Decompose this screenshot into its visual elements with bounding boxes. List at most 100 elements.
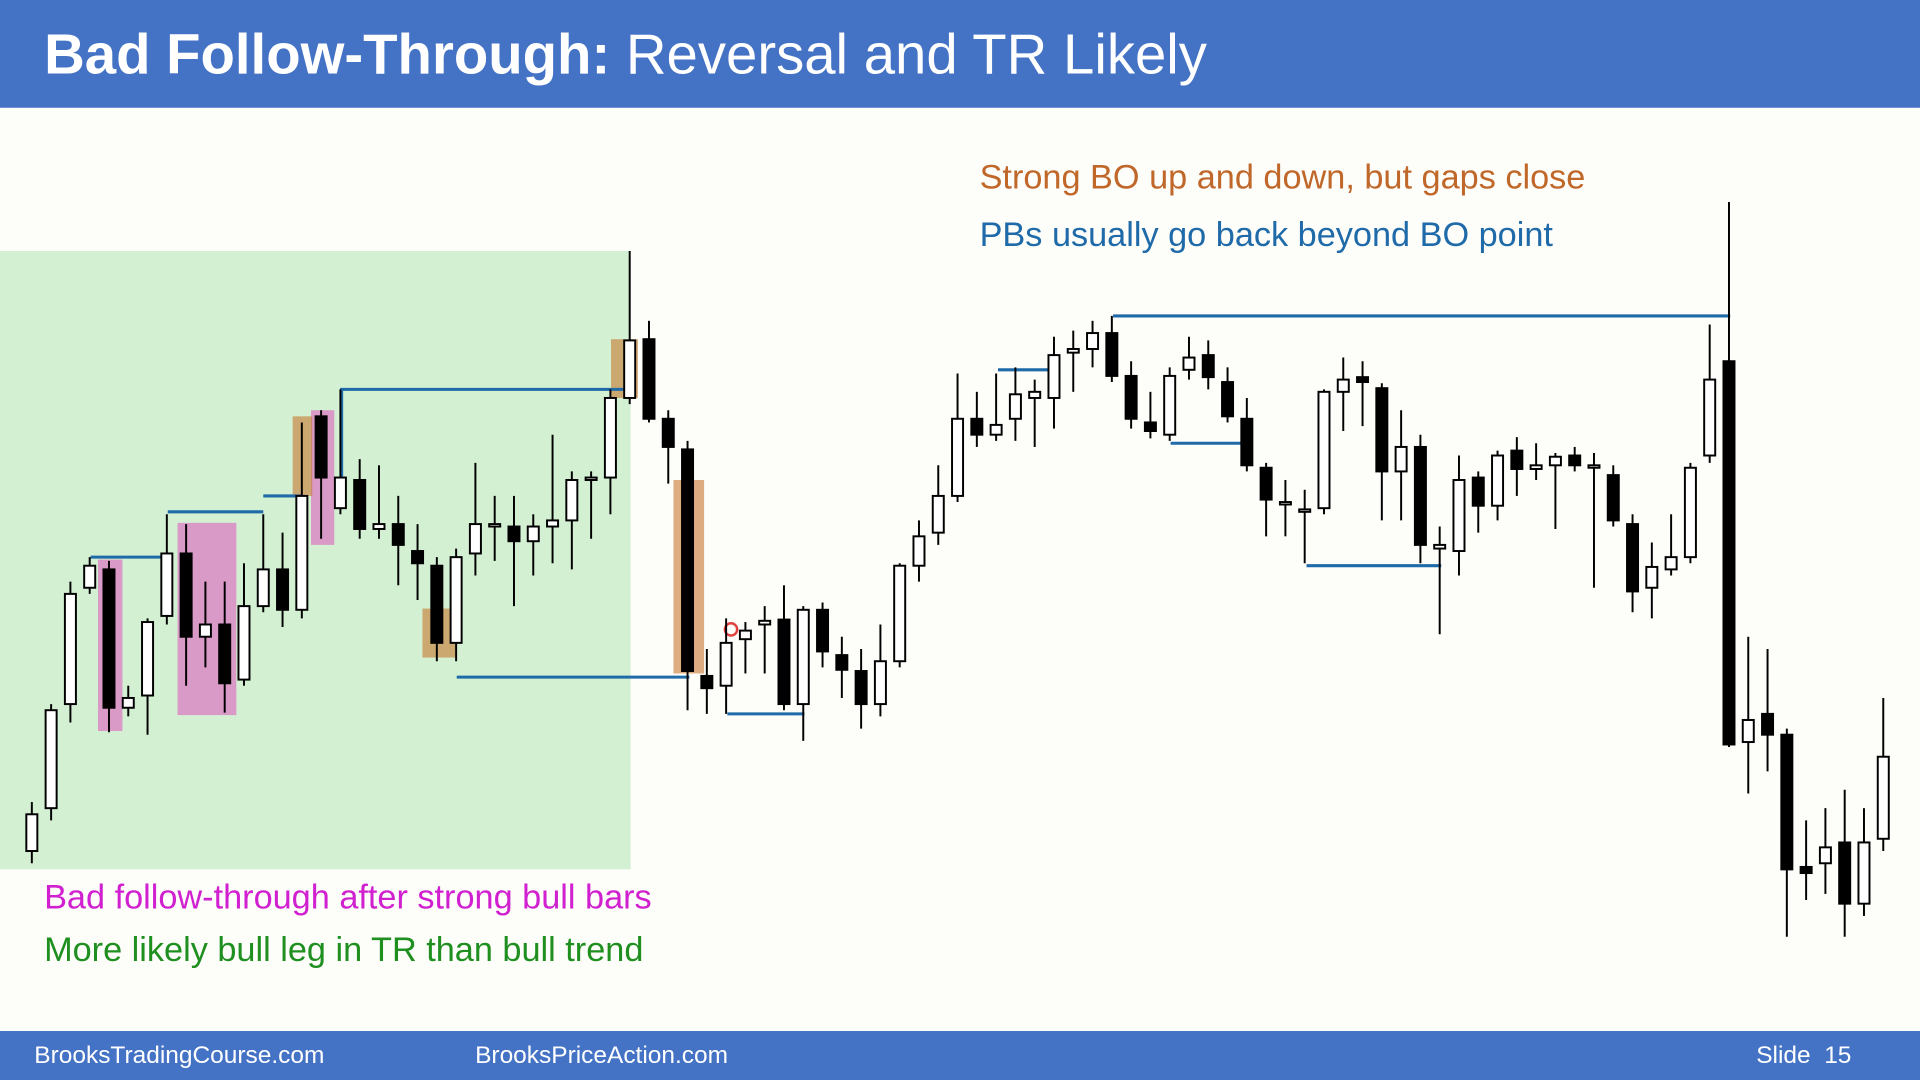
candle-body bbox=[1394, 445, 1408, 473]
candle-body bbox=[1529, 464, 1543, 470]
candle-body bbox=[1375, 387, 1389, 473]
title-rest: Reversal and TR Likely bbox=[626, 22, 1208, 85]
candle-body bbox=[796, 608, 810, 706]
candle-body bbox=[1799, 865, 1813, 875]
candle-body bbox=[1818, 846, 1832, 865]
plot bbox=[0, 202, 1890, 937]
candle-body bbox=[1452, 479, 1466, 552]
candle-body bbox=[951, 417, 965, 497]
candle-body bbox=[970, 417, 984, 436]
candle-body bbox=[1761, 712, 1775, 736]
candle-body bbox=[1548, 455, 1562, 467]
candle-body bbox=[1568, 454, 1582, 467]
candle-body bbox=[468, 523, 482, 555]
candle-body bbox=[160, 552, 174, 617]
candle-body bbox=[835, 654, 849, 671]
footer-bar bbox=[0, 1031, 1920, 1080]
candle-body bbox=[1703, 378, 1717, 457]
candle-body bbox=[276, 568, 290, 611]
candle-body bbox=[218, 623, 232, 685]
candle-body bbox=[777, 618, 791, 706]
footer-left: BrooksTradingCourse.com bbox=[34, 1042, 324, 1069]
candle-body bbox=[198, 623, 212, 638]
candle-body bbox=[1105, 332, 1119, 377]
candle-body bbox=[1741, 719, 1755, 744]
candle-body bbox=[295, 494, 309, 611]
candle-body bbox=[507, 525, 521, 543]
candle-body bbox=[681, 448, 695, 673]
header-bar bbox=[0, 0, 1920, 108]
candle-body bbox=[854, 670, 868, 706]
candle-body bbox=[1664, 556, 1678, 571]
candle-body bbox=[1780, 733, 1794, 871]
breakout-lines bbox=[90, 314, 1731, 716]
candle-body bbox=[719, 641, 733, 687]
candle-body bbox=[1298, 508, 1312, 513]
candle-body bbox=[661, 417, 675, 448]
candle-body bbox=[738, 629, 752, 641]
candle-body bbox=[623, 339, 637, 399]
candle-body bbox=[141, 621, 155, 697]
candle-body bbox=[873, 660, 887, 706]
candle-body bbox=[449, 556, 463, 644]
slide-title: Bad Follow-Through: Reversal and TR Like… bbox=[44, 22, 1208, 85]
annotation: PBs usually go back beyond BO point bbox=[980, 216, 1554, 254]
candle-body bbox=[1028, 390, 1042, 399]
candle-body bbox=[83, 564, 97, 589]
candle-body bbox=[1413, 445, 1427, 546]
candle-body bbox=[1838, 841, 1852, 905]
slide-number: Slide 15 bbox=[1756, 1042, 1851, 1069]
candle-body bbox=[102, 568, 116, 709]
candle-body bbox=[121, 696, 135, 709]
candle-body bbox=[1278, 501, 1292, 506]
bull-leg-zone bbox=[0, 251, 631, 870]
candle-body bbox=[1240, 417, 1254, 467]
candle-body bbox=[1356, 376, 1370, 384]
candle-body bbox=[353, 479, 367, 530]
annotation: Bad follow-through after strong bull bar… bbox=[44, 879, 652, 917]
candle-body bbox=[642, 338, 656, 420]
candle-body bbox=[179, 552, 193, 638]
candle-body bbox=[526, 525, 540, 543]
candle-body bbox=[1606, 474, 1620, 522]
bo-line bbox=[90, 314, 1731, 716]
candle-body bbox=[237, 605, 251, 681]
title-bold: Bad Follow-Through: bbox=[44, 22, 610, 85]
candle-body bbox=[1201, 354, 1215, 379]
candle-body bbox=[25, 813, 39, 852]
candle-body bbox=[391, 523, 405, 546]
candle-body bbox=[893, 564, 907, 663]
candle-body bbox=[1471, 476, 1485, 507]
candle-body bbox=[411, 550, 425, 565]
candle-body bbox=[1124, 374, 1138, 420]
candle-body bbox=[1645, 565, 1659, 589]
cursor-dot bbox=[723, 622, 739, 637]
candle-body bbox=[1683, 466, 1697, 559]
candle-body bbox=[603, 396, 617, 479]
candle-body bbox=[1626, 523, 1640, 593]
candle-body bbox=[1008, 393, 1022, 420]
candle-body bbox=[1086, 332, 1100, 350]
candle-body bbox=[912, 535, 926, 567]
candle-body bbox=[63, 592, 77, 706]
candle-body bbox=[1510, 449, 1524, 470]
candle-body bbox=[1066, 348, 1080, 354]
candle-body bbox=[1182, 356, 1196, 371]
footer-middle: BrooksPriceAction.com bbox=[475, 1042, 728, 1069]
candle-body bbox=[700, 674, 714, 690]
annotation: More likely bull leg in TR than bull tre… bbox=[44, 931, 643, 969]
candle-body bbox=[1259, 466, 1273, 501]
candle-body bbox=[1722, 360, 1736, 746]
candle-body bbox=[758, 619, 772, 626]
candle-body bbox=[1336, 378, 1350, 393]
candle-body bbox=[430, 564, 444, 644]
candle-body bbox=[1876, 755, 1890, 840]
candle-body bbox=[584, 476, 598, 481]
candle-body bbox=[1047, 354, 1061, 399]
candle-body bbox=[565, 479, 579, 522]
candle-body bbox=[546, 519, 560, 528]
candle-body bbox=[1491, 454, 1505, 507]
candle-body bbox=[372, 523, 386, 530]
